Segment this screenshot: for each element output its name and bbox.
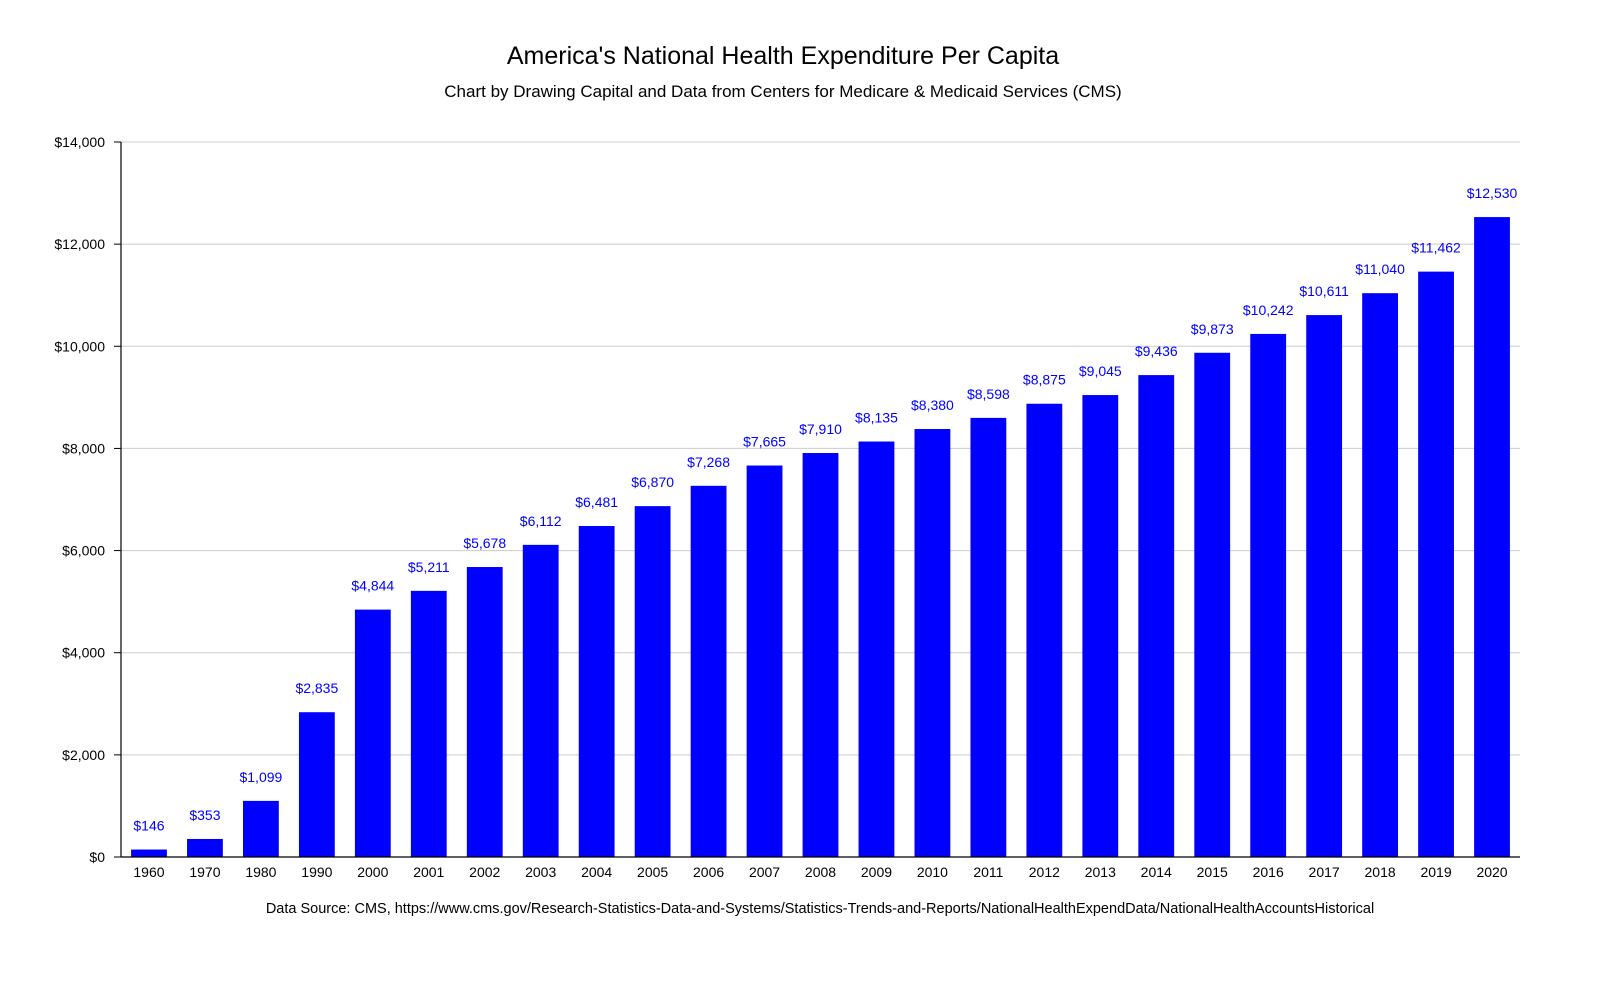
- x-tick-label: 2004: [581, 864, 612, 880]
- data-label: $5,211: [408, 559, 450, 575]
- bar: [1306, 315, 1343, 858]
- x-tick-label: 2001: [413, 864, 444, 880]
- y-tick-label: $12,000: [54, 236, 105, 252]
- y-tick-label: $4,000: [62, 645, 105, 661]
- data-label: $4,844: [351, 578, 394, 594]
- data-label: $6,481: [575, 494, 618, 510]
- x-tick-label: 2016: [1253, 864, 1284, 880]
- bar: [634, 506, 671, 857]
- data-label: $8,598: [967, 386, 1010, 402]
- x-tick-label: 2010: [917, 864, 948, 880]
- data-label: $6,112: [520, 513, 562, 529]
- bar: [1250, 333, 1287, 858]
- bar: [187, 838, 223, 857]
- x-tick-label: 1960: [133, 864, 164, 880]
- x-tick-label: 2007: [749, 864, 780, 880]
- y-tick-label: $6,000: [62, 543, 105, 559]
- data-label: $146: [133, 818, 164, 834]
- bar: [298, 712, 335, 857]
- bars: [131, 217, 1510, 858]
- x-tick-label: 1990: [301, 864, 332, 880]
- bar: [466, 567, 503, 857]
- bar: [131, 849, 167, 857]
- x-tick-label: 2014: [1141, 864, 1172, 880]
- bar: [746, 465, 783, 857]
- bar: [578, 526, 615, 857]
- x-tick-label: 2013: [1085, 864, 1116, 880]
- x-tick-label: 2003: [525, 864, 556, 880]
- bar: [858, 441, 895, 857]
- x-tick-label: 2015: [1197, 864, 1228, 880]
- data-label: $7,268: [687, 454, 730, 470]
- data-source-note: Data Source: CMS, https://www.cms.gov/Re…: [265, 901, 1375, 917]
- y-tick-label: $0: [89, 849, 105, 865]
- y-tick-label: $10,000: [54, 338, 105, 354]
- bar: [1138, 375, 1175, 857]
- data-label: $6,870: [631, 474, 674, 490]
- data-label: $9,045: [1079, 363, 1122, 379]
- x-tick-label: 2006: [693, 864, 724, 880]
- x-tick-label: 2011: [973, 864, 1003, 880]
- x-tick-label: 2008: [805, 864, 836, 880]
- data-label: $7,665: [743, 434, 786, 450]
- bar: [1194, 352, 1231, 857]
- data-label: $9,436: [1135, 343, 1178, 359]
- data-label: $7,910: [799, 421, 842, 437]
- chart-title: America's National Health Expenditure Pe…: [506, 42, 1060, 70]
- bar: [410, 590, 447, 857]
- data-label: $8,135: [855, 410, 898, 426]
- x-tick-label: 1980: [245, 864, 276, 880]
- bar: [354, 609, 391, 857]
- x-tick-label: 2012: [1029, 864, 1060, 880]
- data-label: $12,530: [1467, 185, 1518, 201]
- bar: [690, 485, 727, 857]
- data-label: $9,873: [1191, 321, 1234, 337]
- bar: [914, 429, 951, 857]
- data-label: $5,678: [463, 535, 506, 551]
- x-tick-label: 2000: [357, 864, 388, 880]
- data-label: $2,835: [295, 680, 338, 696]
- x-tick-label: 2019: [1420, 864, 1451, 880]
- bar: [1362, 293, 1399, 858]
- y-tick-label: $8,000: [62, 440, 105, 456]
- x-tick-label: 1970: [189, 864, 220, 880]
- x-tick-label: 2009: [861, 864, 892, 880]
- x-tick-label: 2005: [637, 864, 668, 880]
- x-tick-label: 2017: [1309, 864, 1340, 880]
- bar: [242, 800, 279, 857]
- axes: $0 $2,000 $4,000 $6,000 $8,000 $10,000 $12,000…: [54, 134, 1520, 880]
- data-label: $10,611: [1299, 283, 1349, 299]
- data-label: $1,099: [239, 769, 282, 785]
- y-tick-label: $14,000: [54, 134, 105, 150]
- chart-subtitle: Chart by Drawing Capital and Data from C…: [444, 82, 1122, 101]
- x-tick-label: 2002: [469, 864, 500, 880]
- data-label: $11,040: [1355, 261, 1405, 277]
- bar: [1418, 271, 1454, 858]
- bar: [522, 544, 559, 857]
- bar: [1026, 403, 1063, 857]
- x-tick-label: 2018: [1365, 864, 1396, 880]
- y-tick-label: $2,000: [62, 747, 105, 763]
- data-label: $11,462: [1411, 240, 1461, 256]
- bar: [970, 417, 1007, 857]
- bar: [1474, 217, 1510, 857]
- data-label: $10,242: [1243, 302, 1294, 318]
- bar: [802, 453, 839, 857]
- data-labels: $146 $353 $1,099 $2,835 $4,844 $5,211 $5,678 $6…: [133, 185, 1517, 833]
- data-label: $8,380: [911, 397, 954, 413]
- data-label: $353: [189, 807, 220, 823]
- data-label: $8,875: [1023, 372, 1066, 388]
- x-tick-label: 2020: [1476, 864, 1507, 880]
- bar: [1082, 395, 1119, 857]
